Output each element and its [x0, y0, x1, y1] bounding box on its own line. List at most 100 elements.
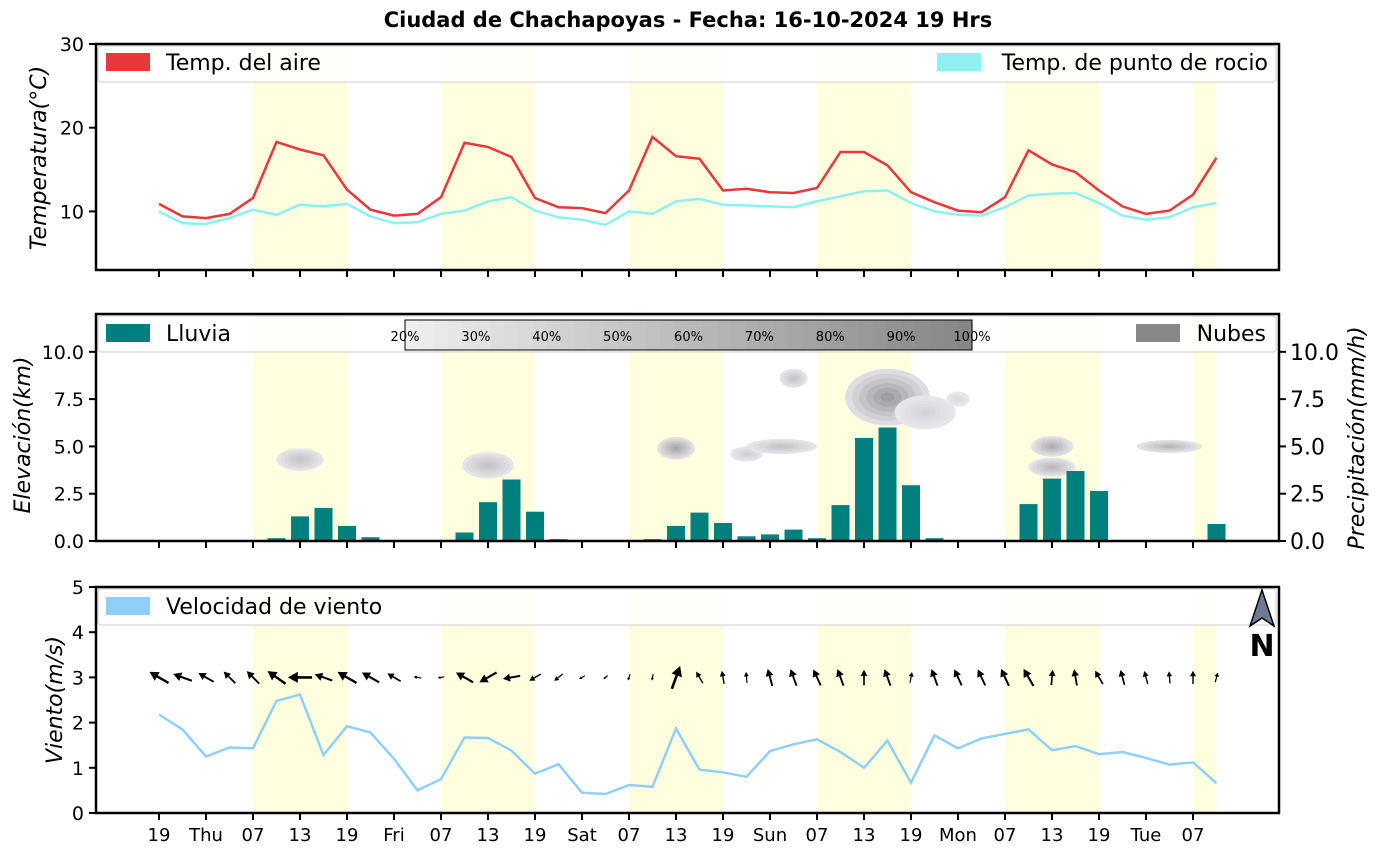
x-tick-label: 07 [1182, 825, 1205, 846]
wind-direction-arrow [883, 669, 892, 686]
wind-arrow-head [529, 675, 536, 681]
rain-bar [361, 537, 380, 541]
colorbar-segment [801, 320, 817, 350]
wind-arrow-head [554, 676, 560, 681]
colorbar-segment [787, 320, 803, 350]
colorbar-segment [518, 320, 534, 350]
temperature-axes-frame [94, 42, 1281, 272]
wind-direction-arrow [1095, 670, 1104, 685]
wind-direction-arrow [765, 668, 774, 687]
colorbar-segment [929, 320, 945, 350]
wind-direction-arrow [502, 673, 521, 682]
rain-bar [502, 479, 521, 541]
cloud-contour [956, 397, 960, 401]
cloud-contour [880, 392, 895, 402]
north-arrow-icon: N [1248, 587, 1276, 664]
y-tick-label: 1 [72, 758, 84, 780]
cloud-contour [920, 409, 931, 416]
wind-direction-arrow [361, 672, 380, 684]
wind-direction-arrow [554, 673, 564, 681]
wind-arrow-head [455, 672, 466, 681]
wind-arrow-head [650, 677, 654, 681]
x-tick-label: 19 [900, 825, 923, 846]
wind-arrow-head [413, 675, 418, 680]
colorbar-segment [745, 320, 760, 350]
colorbar-segment [532, 320, 548, 350]
wind-direction-arrow [437, 676, 445, 679]
x-tick-label: 07 [242, 825, 265, 846]
wind-direction-arrow [696, 671, 704, 684]
wind-direction-arrow [579, 675, 586, 680]
y-tick-label: 4 [72, 622, 84, 644]
rain-bar [455, 532, 474, 541]
wind-arrow-head [1142, 671, 1149, 678]
wind-direction-arrow [836, 669, 845, 686]
wind-direction-arrow [413, 675, 422, 680]
colorbar-segment [589, 320, 605, 350]
legend-cloud-label: Nubes [1197, 322, 1266, 347]
wind-arrow-head [1071, 669, 1079, 677]
wind-direction-arrow [455, 672, 474, 684]
legend-rain-swatch [106, 324, 150, 342]
wind-direction-arrow [1023, 668, 1035, 687]
rain-bar [925, 538, 944, 541]
wind-direction-arrow [908, 671, 914, 683]
wind-arrow-head [908, 671, 914, 677]
legend-air-swatch [106, 53, 150, 71]
legend-wind-swatch [106, 597, 150, 615]
colorbar-segment [915, 320, 931, 350]
rain-bar [690, 512, 709, 541]
y-tick-label-right: 5.0 [1290, 435, 1325, 460]
colorbar-segment [603, 320, 619, 350]
y-tick-label: 10 [60, 201, 84, 223]
colorbar-segment [560, 320, 576, 350]
wind-axes-frame [94, 585, 1281, 815]
colorbar-segment [461, 320, 477, 350]
rain-bar [479, 502, 497, 541]
wind-direction-arrow [627, 674, 631, 681]
rain-bar [831, 505, 850, 541]
colorbar-segment [872, 320, 888, 350]
wind-arrow-head [479, 674, 489, 683]
air-temperature-line [158, 134, 1218, 220]
colorbar-segment [773, 320, 789, 350]
colorbar-segment [405, 320, 420, 350]
wind-arrow-head [1048, 669, 1056, 677]
wind-direction-arrow [287, 671, 313, 683]
colorbar-segment [575, 320, 590, 350]
wind-direction-arrow [650, 674, 654, 681]
wind-arrow-head [1023, 668, 1032, 679]
wind-arrow-head [1000, 668, 1009, 678]
daylight-band [1193, 314, 1217, 541]
colorbar-segment [702, 320, 718, 350]
wind-arrow-head [579, 676, 583, 680]
dew-point-line [158, 189, 1217, 227]
wind-arrow-head [627, 677, 631, 681]
colorbar-segment [731, 320, 746, 350]
wind-direction-arrow [223, 671, 236, 684]
colorbar-label: 80% [816, 330, 845, 345]
wind-arrow-head [314, 672, 324, 681]
colorbar-segment [887, 320, 902, 350]
rain-bar [737, 536, 756, 541]
wind-direction-arrow [670, 666, 682, 690]
wind-direction-arrow [173, 672, 193, 682]
wind-arrow-head [223, 671, 232, 679]
wind-arrow-head [743, 671, 749, 677]
colorbar-segment [631, 320, 647, 350]
wind-direction-arrow [1166, 671, 1173, 684]
wind-y-label: Viento(m/s) [43, 636, 68, 764]
chart-title: Ciudad de Chachapoyas - Fecha: 16-10-202… [384, 8, 993, 32]
x-tick-label: 07 [806, 825, 829, 846]
wind-direction-arrow [1214, 672, 1219, 683]
legend-rain-label: Lluvia [166, 322, 231, 347]
colorbar-segment [830, 320, 846, 350]
wind-direction-arrow [812, 669, 822, 686]
y-tick-label: 2 [72, 713, 84, 735]
x-tick-label: 13 [477, 825, 500, 846]
legend-wind-label: Velocidad de viento [166, 595, 382, 620]
wind-arrow-head [883, 669, 891, 678]
wind-direction-arrow [479, 671, 498, 683]
temperature-y-label: Temperatura(°C) [27, 66, 52, 250]
